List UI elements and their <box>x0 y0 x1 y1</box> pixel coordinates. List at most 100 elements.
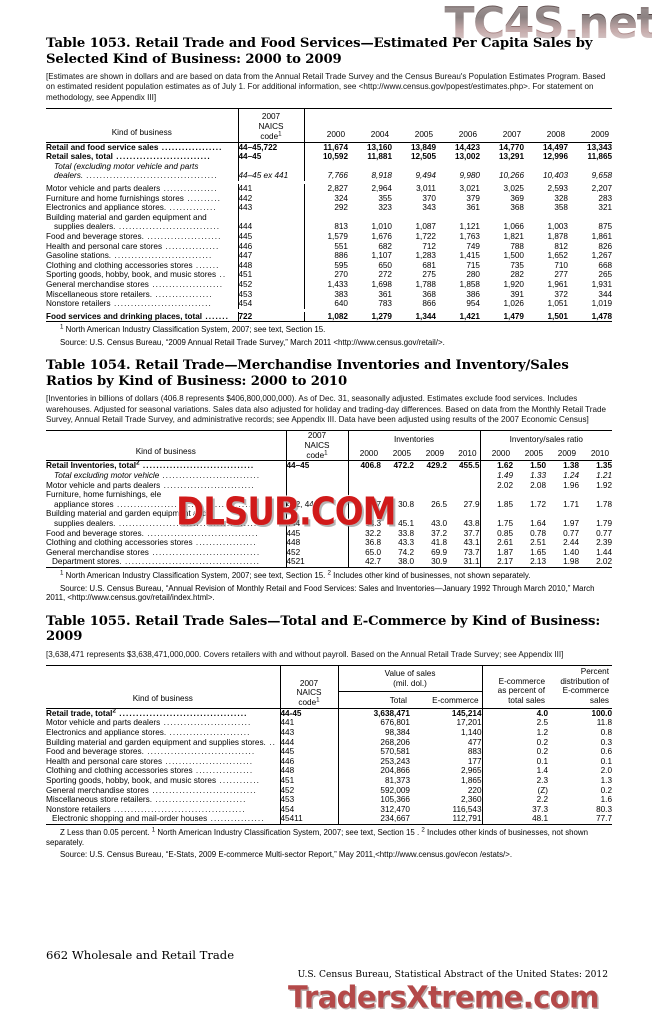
value-2008: 328 <box>554 193 568 203</box>
inventory-2005 <box>381 490 414 500</box>
table-row: Food and beverage stores. ..............… <box>46 231 613 242</box>
t1055-group-value: Value of sales (mil. dol.) <box>337 665 483 692</box>
page-folio: 662 Wholesale and Retail Trade <box>46 948 235 962</box>
t1053-code-l3: code <box>260 131 279 141</box>
t1055-pct-l3: total sales <box>508 696 546 706</box>
naics-code <box>285 509 348 520</box>
value-2007: 282 <box>510 270 524 280</box>
value-2000: 383 <box>303 289 348 300</box>
inventory-2000: 406.8 <box>347 460 381 472</box>
t1054-footnotes: 1 North American Industry Classification… <box>60 569 531 580</box>
naics-code <box>285 490 348 500</box>
t1055-stub-header: Kind of business <box>132 694 193 704</box>
naics-code: 451 <box>237 270 304 280</box>
value-2000: 10,592 <box>303 152 348 162</box>
value-2008: 710 <box>554 260 568 270</box>
naics-code: 447 <box>237 251 304 261</box>
value-2004: 361 <box>378 289 392 299</box>
row-label: Total excluding motor vehicle ..........… <box>54 471 261 481</box>
value-ecommerce-dist: 2.0 <box>600 766 613 776</box>
naics-code: 448 <box>279 766 338 777</box>
naics-code: 441 <box>237 183 304 194</box>
naics-code: 444 <box>279 737 338 748</box>
value-2000: 7,766 <box>303 171 348 181</box>
naics-code: 448 <box>237 260 304 271</box>
ratio-2010: 2.39 <box>596 538 613 548</box>
footer-source: U.S. Census Bureau, Statistical Abstract… <box>297 970 608 980</box>
value-2004: 323 <box>378 203 392 213</box>
t1054-code-l1: 2007 <box>307 431 327 441</box>
value-2008: 1,652 <box>547 251 569 261</box>
inventory-2009: 43.0 <box>431 519 447 529</box>
value-2005: 275 <box>422 270 436 280</box>
value-2009: 2,207 <box>591 183 613 193</box>
value-ecommerce-pct: (Z) <box>481 785 549 796</box>
t1055-fn2-text: Includes other kinds of businesses, not … <box>46 828 589 847</box>
ratio-2009: 1.97 <box>563 519 579 529</box>
value-2006: 14,423 <box>454 142 480 152</box>
value-2006: 386 <box>466 289 480 299</box>
inventory-2010 <box>447 471 480 481</box>
value-2007: 1,821 <box>503 231 525 241</box>
value-2006: 9,980 <box>459 171 481 181</box>
value-2007: 13,291 <box>498 152 524 162</box>
row-label: Department stores. .....................… <box>52 557 260 567</box>
table-row: supplies dealers. ......................… <box>46 519 612 529</box>
inventory-2009 <box>414 509 447 519</box>
value-2007: 1,500 <box>503 251 525 261</box>
value-2004: 1,010 <box>371 222 393 232</box>
table-1054: Kind of business 2007 NAICS code1 Invent… <box>46 430 613 567</box>
value-2005: 13,849 <box>410 142 436 152</box>
naics-code: 446 <box>237 241 304 252</box>
inventory-2000 <box>347 509 381 520</box>
value-2000: 270 <box>303 270 348 280</box>
value-2009: 875 <box>598 222 613 232</box>
ratio-2000: 1.87 <box>479 547 513 558</box>
value-2005: 12,505 <box>410 152 436 162</box>
value-2009: 1,861 <box>591 231 613 241</box>
value-total: 81,373 <box>337 776 410 786</box>
value-2008: 1,878 <box>547 231 569 241</box>
table-row: General merchandise stores .............… <box>46 547 612 558</box>
row-label: Gasoline stations. .....................… <box>46 251 213 261</box>
value-2005: 866 <box>422 299 436 309</box>
table-row: Food and beverage stores. ..............… <box>46 528 612 539</box>
t1054-ratio-year-2010: 2010 <box>590 448 610 458</box>
inventory-2005 <box>381 509 414 519</box>
value-2000: 595 <box>303 260 348 271</box>
value-2008: 812 <box>554 241 568 251</box>
table-row: Sporting goods, hobby, book, and music s… <box>46 270 612 280</box>
naics-code: 444 <box>237 222 304 232</box>
value-2000: 1,433 <box>303 279 348 290</box>
table-1053-title: Table 1053. Retail Trade and Food Servic… <box>46 36 593 67</box>
value-ecommerce-dist: 1.6 <box>600 795 613 805</box>
ratio-2005 <box>513 490 546 500</box>
table-row: Building material and garden equipment a… <box>46 737 612 748</box>
table-row: Electronics and appliance stores. ......… <box>46 203 612 213</box>
value-2006 <box>436 162 480 172</box>
ratio-2000: 1.85 <box>479 499 513 510</box>
value-2007: 1,479 <box>503 311 525 321</box>
value-ecommerce: 17,201 <box>456 718 482 728</box>
ratio-2005: 2.51 <box>530 538 546 548</box>
naics-code: 446 <box>279 756 338 767</box>
row-label: Electronic shopping and mail-order house… <box>52 814 265 824</box>
value-2009: 1,267 <box>591 251 613 261</box>
ratio-2000 <box>479 490 513 500</box>
ratio-2010 <box>579 490 612 500</box>
table-row: General merchandise stores .............… <box>46 279 612 290</box>
inventory-2005: 45.1 <box>398 519 414 529</box>
value-ecommerce-pct: 0.1 <box>481 756 549 767</box>
t1054-fn1-text: North American Industry Classification S… <box>65 571 326 580</box>
value-2008 <box>524 162 568 172</box>
value-total: 592,009 <box>337 785 410 796</box>
row-label: Total (excluding motor vehicle and parts <box>54 161 199 171</box>
ratio-2010: 1.79 <box>596 519 613 529</box>
row-label: Retail sales, total ....................… <box>46 152 211 162</box>
naics-code: 452 <box>279 785 338 796</box>
inventory-2000 <box>347 471 381 481</box>
value-ecommerce: 220 <box>467 785 482 795</box>
value-2008: 12,996 <box>542 152 568 162</box>
inventory-2005: 33.8 <box>398 528 414 538</box>
page-footer: 662 Wholesale and Retail Trade U.S. Cens… <box>46 948 612 988</box>
